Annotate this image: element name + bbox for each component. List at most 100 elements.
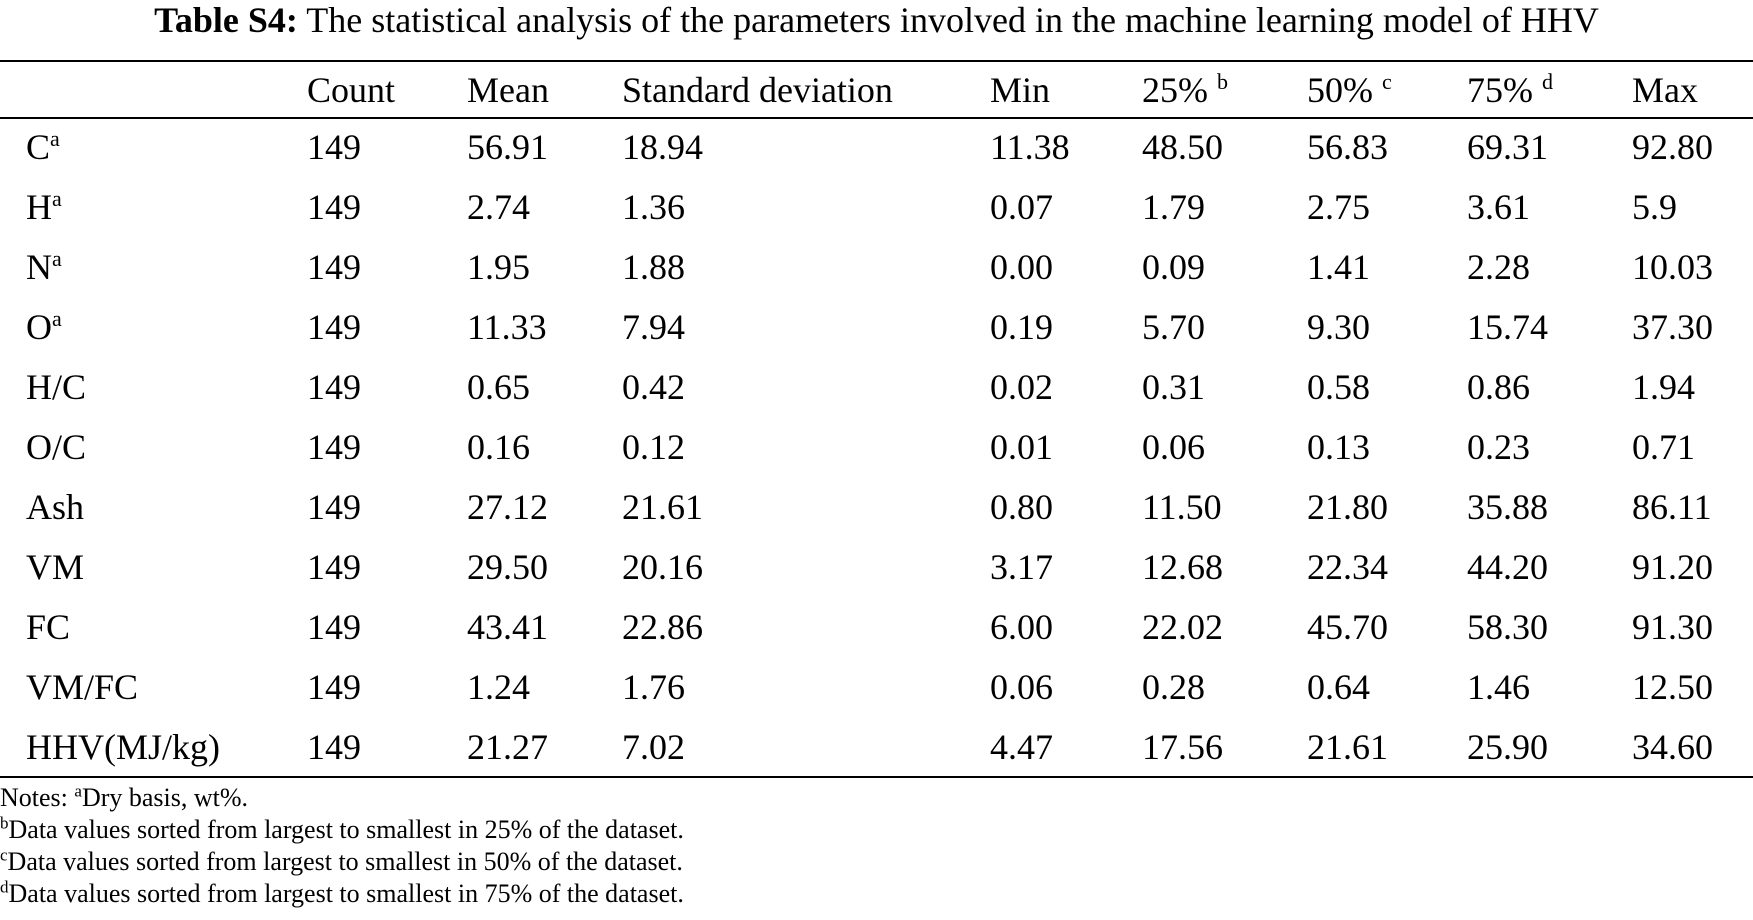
table-row: Ash 149 27.12 21.61 0.80 11.50 21.80 35.88 86.11: [0, 477, 1753, 537]
column-header: Min: [990, 62, 1142, 117]
row-parameter-name: HHV(MJ/kg): [26, 727, 220, 767]
footnote-marker: a: [50, 126, 60, 151]
table-cell: 15.74: [1467, 307, 1548, 347]
footnote-line: cData values sorted from largest to smal…: [0, 846, 1753, 878]
column-header-label: Standard deviation: [622, 69, 893, 110]
footnote-marker: a: [52, 306, 62, 331]
table-cell: 58.30: [1467, 607, 1548, 647]
table-cell: 92.80: [1632, 127, 1713, 167]
table-cell: 0.12: [622, 427, 685, 467]
table-cell: 0.01: [990, 427, 1053, 467]
table-cell: 6.00: [990, 607, 1053, 647]
table-cell: 0.02: [990, 367, 1053, 407]
table-cell: 21.80: [1307, 487, 1388, 527]
footnote-text: Dry basis, wt%.: [81, 783, 249, 812]
column-header-label: 75%: [1467, 69, 1533, 110]
table-cell: 25.90: [1467, 727, 1548, 767]
table-caption-label: Table S4:: [154, 0, 298, 40]
table-cell: 1.24: [467, 667, 530, 707]
row-parameter-name: N: [26, 247, 52, 287]
table-cell: 149: [307, 187, 361, 227]
table-cell: 149: [307, 487, 361, 527]
table-row: Oa 149 11.33 7.94 0.19 5.70 9.30 15.74 37.30: [0, 297, 1753, 357]
column-header: Mean: [467, 62, 622, 117]
table-cell: 0.31: [1142, 367, 1205, 407]
table-cell: 0.23: [1467, 427, 1530, 467]
table-row: Ha 149 2.74 1.36 0.07 1.79 2.75 3.61 5.9: [0, 177, 1753, 237]
row-parameter-cell: HHV(MJ/kg): [0, 717, 307, 777]
footnote-prefix: Notes:: [0, 783, 75, 812]
header-rule: [0, 117, 1753, 119]
row-parameter-cell: Na: [0, 237, 307, 297]
table-cell: 37.30: [1632, 307, 1713, 347]
table-cell: 0.19: [990, 307, 1053, 347]
table-cell: 1.76: [622, 667, 685, 707]
column-header-label: Mean: [467, 69, 549, 110]
column-header-label: 25%: [1142, 69, 1208, 110]
table-cell: 0.80: [990, 487, 1053, 527]
table-cell: 9.30: [1307, 307, 1370, 347]
table-cell: 149: [307, 307, 361, 347]
table-cell: 0.00: [990, 247, 1053, 287]
bottom-rule: [0, 776, 1753, 778]
table-row: FC 149 43.41 22.86 6.00 22.02 45.70 58.30 91.30: [0, 597, 1753, 657]
table-cell: 0.58: [1307, 367, 1370, 407]
table-cell: 20.16: [622, 547, 703, 587]
table-cell: 1.79: [1142, 187, 1205, 227]
footnote-line: bData values sorted from largest to smal…: [0, 814, 1753, 846]
row-parameter-name: VM/FC: [26, 667, 139, 707]
table-cell: 34.60: [1632, 727, 1713, 767]
footnote-marker: b: [1217, 68, 1228, 94]
column-header-label: Count: [307, 69, 396, 110]
footnote-marker: d: [0, 877, 9, 897]
table-cell: 0.07: [990, 187, 1053, 227]
table-cell: 12.50: [1632, 667, 1713, 707]
row-parameter-cell: Oa: [0, 297, 307, 357]
table-row: Na 149 1.95 1.88 0.00 0.09 1.41 2.28 10.03: [0, 237, 1753, 297]
table-cell: 0.42: [622, 367, 685, 407]
footnote-line: dData values sorted from largest to smal…: [0, 878, 1753, 910]
table-row: Ca 149 56.91 18.94 11.38 48.50 56.83 69.31 92.80: [0, 117, 1753, 177]
column-header-label: 50%: [1307, 69, 1373, 110]
table-row: H/C 149 0.65 0.42 0.02 0.31 0.58 0.86 1.94: [0, 357, 1753, 417]
row-parameter-name: C: [26, 127, 51, 167]
table-cell: 2.28: [1467, 247, 1530, 287]
table-cell: 0.16: [467, 427, 530, 467]
table-cell: 22.86: [622, 607, 703, 647]
column-header: Count: [307, 62, 467, 117]
footnote-marker: c: [1382, 68, 1392, 94]
table-cell: 149: [307, 127, 361, 167]
table-cell: 3.61: [1467, 187, 1530, 227]
table-cell: 1.95: [467, 247, 530, 287]
table-cell: 149: [307, 547, 361, 587]
table-cell: 22.02: [1142, 607, 1223, 647]
table-cell: 7.02: [622, 727, 685, 767]
table-cell: 1.41: [1307, 247, 1370, 287]
table-cell: 21.61: [1307, 727, 1388, 767]
table-cell: 35.88: [1467, 487, 1548, 527]
column-header: Standard deviation: [622, 62, 990, 117]
row-parameter-name: Ash: [26, 487, 85, 527]
column-header-parameter: [0, 62, 307, 117]
table-cell: 69.31: [1467, 127, 1548, 167]
table-cell: 56.91: [467, 127, 548, 167]
table-row: HHV(MJ/kg) 149 21.27 7.02 4.47 17.56 21.61 25.9…: [0, 717, 1753, 777]
table-cell: 11.38: [990, 127, 1070, 167]
column-header: Max: [1632, 62, 1753, 117]
table-cell: 149: [307, 667, 361, 707]
table-cell: 149: [307, 727, 361, 767]
column-header-label: Min: [990, 69, 1051, 110]
table-cell: 48.50: [1142, 127, 1223, 167]
footnote-marker: c: [0, 845, 8, 865]
row-parameter-name: H: [26, 187, 52, 227]
table-cell: 0.65: [467, 367, 530, 407]
table-cell: 149: [307, 607, 361, 647]
column-header: 25% b: [1142, 62, 1307, 117]
table-cell: 27.12: [467, 487, 548, 527]
table-cell: 45.70: [1307, 607, 1388, 647]
footnote-marker: d: [1542, 68, 1553, 94]
table-cell: 0.28: [1142, 667, 1205, 707]
table-cell: 149: [307, 427, 361, 467]
footnote-marker: b: [0, 813, 9, 833]
row-parameter-name: FC: [26, 607, 71, 647]
